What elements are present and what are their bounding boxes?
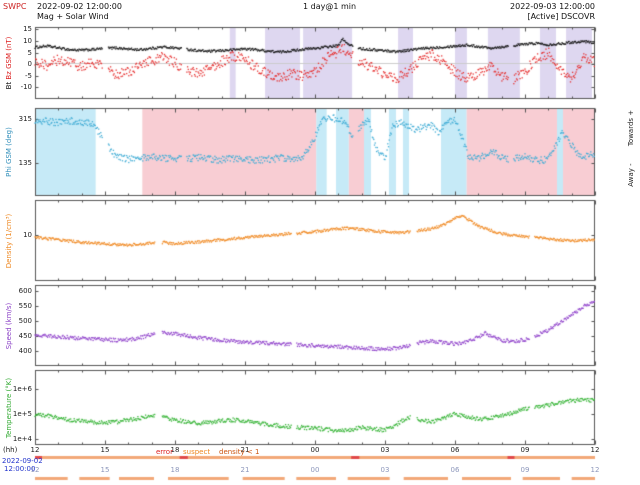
x-tick-label-row2: 09 [520, 466, 530, 474]
axis-label-text: Bt [5, 81, 13, 90]
hours-axis-unit-label: (hh) [3, 446, 18, 454]
towards-sector-label: Towards + [627, 109, 635, 147]
phi-y-tick-label: 135 [18, 159, 32, 167]
mag-y-tick-label: 0 [27, 60, 32, 69]
temp-y-tick-label: 1e+6 [12, 385, 32, 394]
plot-resolution-label: 1 day@1 min [303, 2, 357, 11]
x-tick-label-row2: 15 [100, 466, 110, 474]
x-tick-label-row1: 18 [170, 446, 180, 454]
x-tick-label-row2: 03 [380, 466, 390, 474]
footer-time: 12:00:00 [4, 465, 36, 473]
mag-y-tick-label: -5 [25, 71, 32, 80]
data-source-label: [Active] DSCOVR [527, 12, 595, 21]
axis-label-text: Temperature (°K) [5, 377, 13, 438]
temp-axis-label: Temperature (°K) [5, 377, 13, 437]
x-tick-label-row1: 09 [520, 446, 530, 454]
legend-density: density < 1 [219, 448, 260, 456]
x-tick-label-row2: 06 [450, 466, 460, 474]
mag-y-tick-label: -10 [20, 83, 32, 92]
speed-y-tick-label: 600 [18, 287, 32, 295]
x-tick-label-row1: 00 [310, 446, 320, 454]
speed-y-tick-label: 400 [18, 347, 32, 355]
x-tick-label-row1: 03 [380, 446, 390, 454]
x-tick-label-row2: 00 [310, 466, 320, 474]
away-sector-label: Away - [627, 163, 635, 187]
plot-end-datetime: 2022-09-03 12:00:00 [510, 2, 595, 11]
axis-label-text: Phi GSM (deg) [5, 127, 13, 177]
density-axis-label: Density (1/cm³) [5, 213, 13, 268]
speed-y-tick-label: 450 [18, 332, 32, 340]
plot-title: Mag + Solar Wind [37, 12, 109, 21]
swpc-brand: SWPC [3, 2, 27, 11]
x-tick-label-row1: 12 [30, 446, 40, 454]
axis-label-text: Bz GSM (nT) [5, 36, 13, 82]
speed-y-tick-label: 550 [18, 302, 32, 310]
speed-y-tick-label: 500 [18, 317, 32, 325]
x-tick-label-row1: 21 [240, 446, 250, 454]
x-tick-label-row1: 12 [590, 446, 600, 454]
phi-y-tick-label: 315 [18, 115, 32, 123]
legend-suspect: suspect [183, 448, 211, 456]
mag-y-tick-label: 5 [27, 48, 32, 57]
x-tick-label-row2: 12 [590, 466, 600, 474]
footer-date: 2022-09-02 [2, 457, 43, 465]
x-tick-label-row1: 15 [100, 446, 110, 454]
density-y-tick-label: 10 [23, 231, 32, 240]
mag-y-tick-label: 10 [23, 36, 32, 45]
phi-axis-label: Phi GSM (deg) [5, 127, 13, 177]
x-tick-label-row2: 18 [170, 466, 180, 474]
x-tick-label-row1: 06 [450, 446, 460, 454]
temp-y-tick-label: 1e+4 [12, 435, 32, 444]
x-tick-label-row2: 21 [240, 466, 250, 474]
axis-label-text: Speed (km/s) [5, 302, 13, 349]
plot-start-datetime: 2022-09-02 12:00:00 [37, 2, 122, 11]
axis-label-text: Density (1/cm³) [5, 213, 13, 268]
speed-axis-label: Speed (km/s) [5, 302, 13, 349]
legend-error: error [156, 448, 173, 456]
mag-y-tick-label: 15 [23, 25, 32, 34]
temp-y-tick-label: 1e+5 [12, 410, 32, 419]
x-tick-label-row2: 12 [30, 466, 40, 474]
mag-axis-label: Bt Bz GSM (nT) [5, 37, 13, 90]
